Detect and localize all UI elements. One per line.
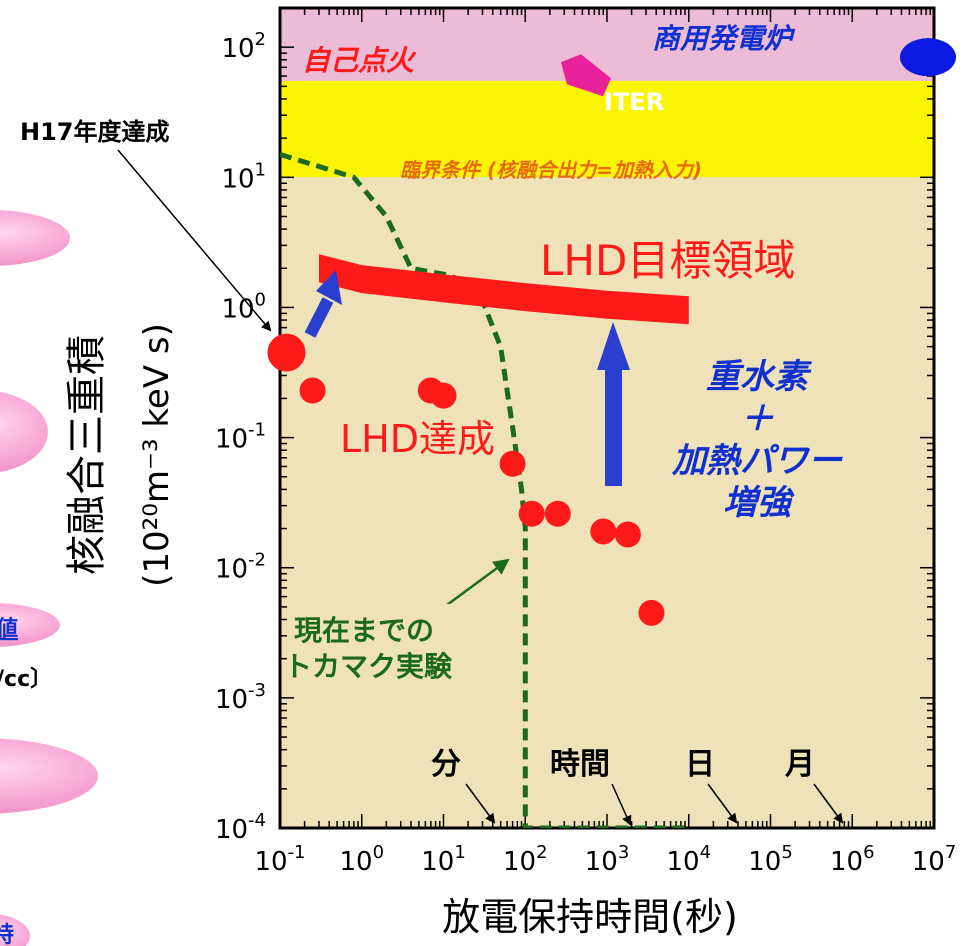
- x-tick-label: 104: [666, 842, 711, 877]
- pink-blob-3: [0, 603, 60, 647]
- y-tick-label: 100: [221, 289, 266, 324]
- arrow-hour: [611, 783, 632, 826]
- x-tick-label: 107: [912, 842, 957, 877]
- y-tick-label: 10-2: [215, 550, 266, 585]
- cropped-text-3: 特: [0, 922, 14, 946]
- y-tick-label: 102: [221, 29, 266, 64]
- x-tick-labels: 10-1 100 101 102 103 104 105 106 107: [254, 842, 956, 877]
- lhd-target-band: [319, 254, 689, 325]
- x-tick-label: 10-1: [254, 842, 305, 877]
- iter-label: ITER: [604, 88, 664, 116]
- y-tick-label: 101: [221, 159, 266, 194]
- y-tick-label: 10-4: [215, 810, 266, 845]
- reactor-label: 商用発電炉: [652, 22, 796, 55]
- upgrade-label: 重水素 ＋ 加熱パワー 増強: [671, 357, 843, 523]
- x-tick-label: 105: [748, 842, 793, 877]
- time-marker-minute: 分: [431, 747, 461, 782]
- upgrade-line-4: 増強: [723, 483, 795, 523]
- h17-label: H17年度達成: [20, 118, 169, 146]
- x-tick-label: 100: [339, 842, 384, 877]
- x-tick-label: 106: [830, 842, 875, 877]
- upgrade-arrow: [597, 322, 630, 486]
- lhd-point: [499, 450, 526, 477]
- lhd-point: [299, 377, 326, 404]
- cropped-text-2: /cc〕: [0, 667, 52, 692]
- h17-arrow: [304, 270, 342, 338]
- tokamak-label-text-1: 現在までの: [294, 614, 434, 647]
- cropped-text-1: 値: [0, 617, 18, 642]
- y-tick-label: 10-3: [215, 680, 266, 715]
- region-1: [280, 80, 934, 178]
- left-decorations: 値 /cc〕 特: [0, 210, 98, 946]
- time-marker-hour: 時間: [550, 747, 610, 782]
- x-tick-label: 101: [421, 842, 466, 877]
- x-tick-label: 103: [585, 842, 630, 877]
- lhd-point: [590, 518, 617, 545]
- lhd-target-label: LHD目標領域: [540, 236, 795, 285]
- arrow-day: [707, 783, 738, 824]
- tokamak-curve: [280, 152, 689, 828]
- lhd-point: [430, 382, 457, 409]
- lhd-point: [267, 333, 306, 372]
- h17-pointer: [117, 149, 272, 332]
- x-axis-label: 放電保持時間(秒): [442, 895, 738, 939]
- upgrade-line-2: ＋: [740, 399, 774, 439]
- time-marker-month: 月: [785, 747, 815, 782]
- lhd-points: [267, 333, 665, 626]
- reactor-marker: [900, 38, 956, 77]
- pink-blob-2: [0, 391, 48, 473]
- y-tick-labels: 10-4 10-3 10-2 10-1 100 101 102: [215, 29, 266, 845]
- lhd-point: [518, 500, 545, 527]
- upgrade-line-3: 加熱パワー: [671, 441, 843, 481]
- arrow-minute: [465, 783, 496, 824]
- tokamak-label-text-2: トカマク実験: [284, 650, 453, 683]
- lhd-point: [614, 521, 641, 548]
- ignition-label: 自己点火: [302, 44, 417, 77]
- critical-condition-label: 臨界条件 (核融合出力=加熱入力): [400, 158, 702, 182]
- lhd-achieved-label: LHD達成: [340, 417, 495, 461]
- y-axis-label-unit: (10²⁰m⁻³ keV s): [137, 323, 177, 587]
- x-tick-label: 102: [503, 842, 548, 877]
- pink-blob-5: [0, 914, 30, 946]
- pink-blob-1: [0, 210, 70, 266]
- iter-marker: [561, 54, 611, 97]
- upgrade-line-1: 重水素: [706, 357, 812, 397]
- lhd-point: [544, 500, 571, 527]
- arrow-month: [813, 783, 844, 824]
- y-axis-label-main: 核融合三重積: [64, 335, 110, 575]
- time-markers: 分 時間 日 月: [431, 747, 815, 782]
- time-marker-day: 日: [685, 747, 715, 782]
- y-tick-label: 10-1: [215, 420, 266, 455]
- lhd-point: [638, 599, 665, 626]
- tokamak-label: 現在までの トカマク実験: [284, 604, 496, 690]
- pink-blob-4: [0, 738, 98, 814]
